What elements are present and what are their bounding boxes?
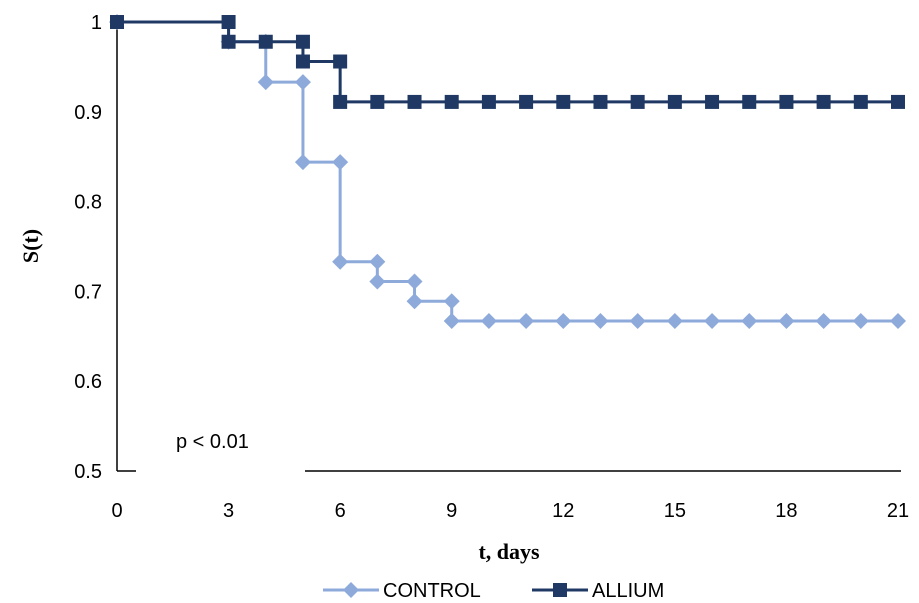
data-point-allium bbox=[891, 94, 905, 109]
data-point-allium bbox=[407, 94, 422, 109]
legend-item-allium: ALLIUM bbox=[532, 580, 664, 602]
data-point-allium bbox=[853, 94, 868, 109]
series-control bbox=[109, 14, 906, 330]
series-line-control bbox=[117, 20, 898, 323]
data-point-control bbox=[332, 154, 349, 171]
data-point-allium bbox=[593, 94, 608, 109]
data-point-control bbox=[406, 273, 423, 290]
x-tick-label: 6 bbox=[335, 500, 346, 522]
data-point-allium bbox=[295, 34, 310, 49]
data-point-control bbox=[629, 313, 646, 330]
data-point-control bbox=[369, 273, 386, 290]
data-point-allium bbox=[110, 15, 124, 29]
data-point-allium bbox=[742, 94, 757, 109]
data-point-control bbox=[369, 253, 386, 270]
data-point-control bbox=[704, 313, 721, 330]
data-point-allium bbox=[630, 94, 645, 109]
y-axis-title: S(t) bbox=[18, 229, 43, 263]
data-point-allium bbox=[370, 94, 385, 109]
data-point-control bbox=[518, 313, 535, 330]
data-point-allium bbox=[258, 34, 273, 49]
data-point-control bbox=[778, 313, 795, 330]
data-point-control bbox=[815, 313, 832, 330]
data-point-allium bbox=[816, 94, 831, 109]
y-tick-label: 0.6 bbox=[74, 371, 102, 393]
series-line-allium bbox=[117, 20, 898, 104]
data-point-control bbox=[741, 313, 758, 330]
axes bbox=[116, 22, 901, 472]
data-point-allium bbox=[667, 94, 682, 109]
x-tick-labels: 0 3 6 9 12 15 18 21 bbox=[111, 500, 909, 522]
y-tick-label: 0.5 bbox=[74, 461, 102, 483]
series-layer bbox=[109, 14, 906, 330]
x-tick-label: 18 bbox=[775, 500, 797, 522]
x-tick-label: 0 bbox=[111, 500, 122, 522]
data-point-control bbox=[257, 74, 274, 91]
data-point-control bbox=[406, 293, 423, 310]
data-point-control bbox=[666, 313, 683, 330]
p-value-annotation: p < 0.01 bbox=[176, 431, 249, 453]
data-point-control bbox=[890, 313, 906, 330]
data-point-control bbox=[443, 293, 460, 310]
data-point-allium bbox=[333, 94, 348, 109]
legend-label-control: CONTROL bbox=[383, 580, 481, 602]
y-tick-label: 0.9 bbox=[74, 102, 102, 124]
legend-marker-control bbox=[343, 582, 359, 598]
data-point-control bbox=[443, 313, 460, 330]
series-allium bbox=[110, 15, 905, 109]
data-point-control bbox=[555, 313, 572, 330]
y-tick-label: 0.8 bbox=[74, 192, 102, 214]
data-point-control bbox=[852, 313, 869, 330]
data-point-allium bbox=[481, 94, 496, 109]
legend-item-control: CONTROL bbox=[323, 580, 481, 602]
x-tick-label: 12 bbox=[552, 500, 574, 522]
x-tick-label: 3 bbox=[223, 500, 234, 522]
data-point-control bbox=[480, 313, 497, 330]
data-point-allium bbox=[221, 34, 236, 49]
data-point-allium bbox=[519, 94, 534, 109]
data-point-control bbox=[294, 154, 311, 171]
x-tick-label: 15 bbox=[664, 500, 686, 522]
legend-label-allium: ALLIUM bbox=[592, 580, 664, 602]
legend: CONTROL ALLIUM bbox=[323, 580, 664, 602]
x-axis-title: t, days bbox=[478, 539, 540, 564]
data-point-allium bbox=[705, 94, 720, 109]
data-point-allium bbox=[779, 94, 794, 109]
y-tick-label: 1 bbox=[91, 12, 102, 34]
data-point-allium bbox=[295, 54, 310, 69]
data-point-control bbox=[294, 74, 311, 91]
data-point-allium bbox=[444, 94, 459, 109]
data-point-allium bbox=[556, 94, 571, 109]
x-tick-label: 9 bbox=[446, 500, 457, 522]
x-tick-label: 21 bbox=[887, 500, 909, 522]
data-point-allium bbox=[333, 54, 348, 69]
data-point-control bbox=[592, 313, 609, 330]
data-point-allium bbox=[221, 15, 236, 29]
y-tick-labels: 0.5 0.6 0.7 0.8 0.9 1 bbox=[74, 12, 102, 483]
y-tick-label: 0.7 bbox=[74, 281, 102, 303]
legend-marker-allium bbox=[553, 583, 567, 597]
data-point-control bbox=[332, 253, 349, 270]
